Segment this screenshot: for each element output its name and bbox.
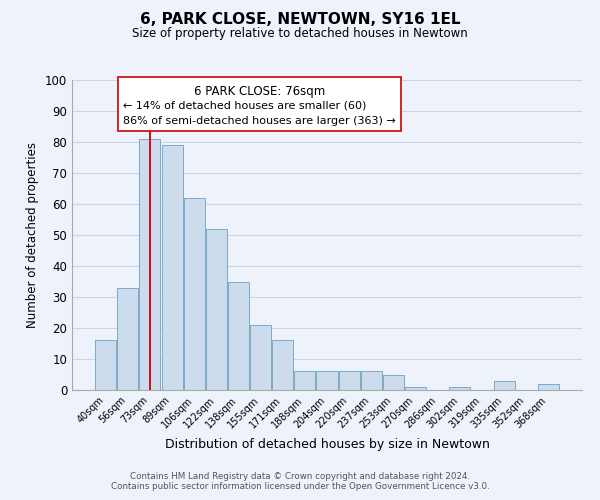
Bar [250, 325, 271, 390]
Text: ← 14% of detached houses are smaller (60): ← 14% of detached houses are smaller (60… [123, 100, 367, 110]
Text: 6, PARK CLOSE, NEWTOWN, SY16 1EL: 6, PARK CLOSE, NEWTOWN, SY16 1EL [140, 12, 460, 28]
Bar [118, 288, 139, 390]
Y-axis label: Number of detached properties: Number of detached properties [26, 142, 40, 328]
Bar [184, 198, 205, 390]
Bar [494, 380, 515, 390]
Text: Contains public sector information licensed under the Open Government Licence v3: Contains public sector information licen… [110, 482, 490, 491]
Bar [383, 374, 404, 390]
Bar [95, 340, 116, 390]
Bar [538, 384, 559, 390]
Bar [405, 387, 426, 390]
Bar [316, 372, 338, 390]
Bar [228, 282, 249, 390]
FancyBboxPatch shape [118, 77, 401, 131]
Bar [272, 340, 293, 390]
Bar [206, 229, 227, 390]
Text: Size of property relative to detached houses in Newtown: Size of property relative to detached ho… [132, 28, 468, 40]
X-axis label: Distribution of detached houses by size in Newtown: Distribution of detached houses by size … [164, 438, 490, 451]
Bar [161, 145, 182, 390]
Text: 6 PARK CLOSE: 76sqm: 6 PARK CLOSE: 76sqm [194, 84, 325, 98]
Text: 86% of semi-detached houses are larger (363) →: 86% of semi-detached houses are larger (… [123, 116, 396, 126]
Bar [338, 372, 359, 390]
Bar [295, 372, 316, 390]
Bar [449, 387, 470, 390]
Bar [361, 372, 382, 390]
Bar [139, 139, 160, 390]
Text: Contains HM Land Registry data © Crown copyright and database right 2024.: Contains HM Land Registry data © Crown c… [130, 472, 470, 481]
